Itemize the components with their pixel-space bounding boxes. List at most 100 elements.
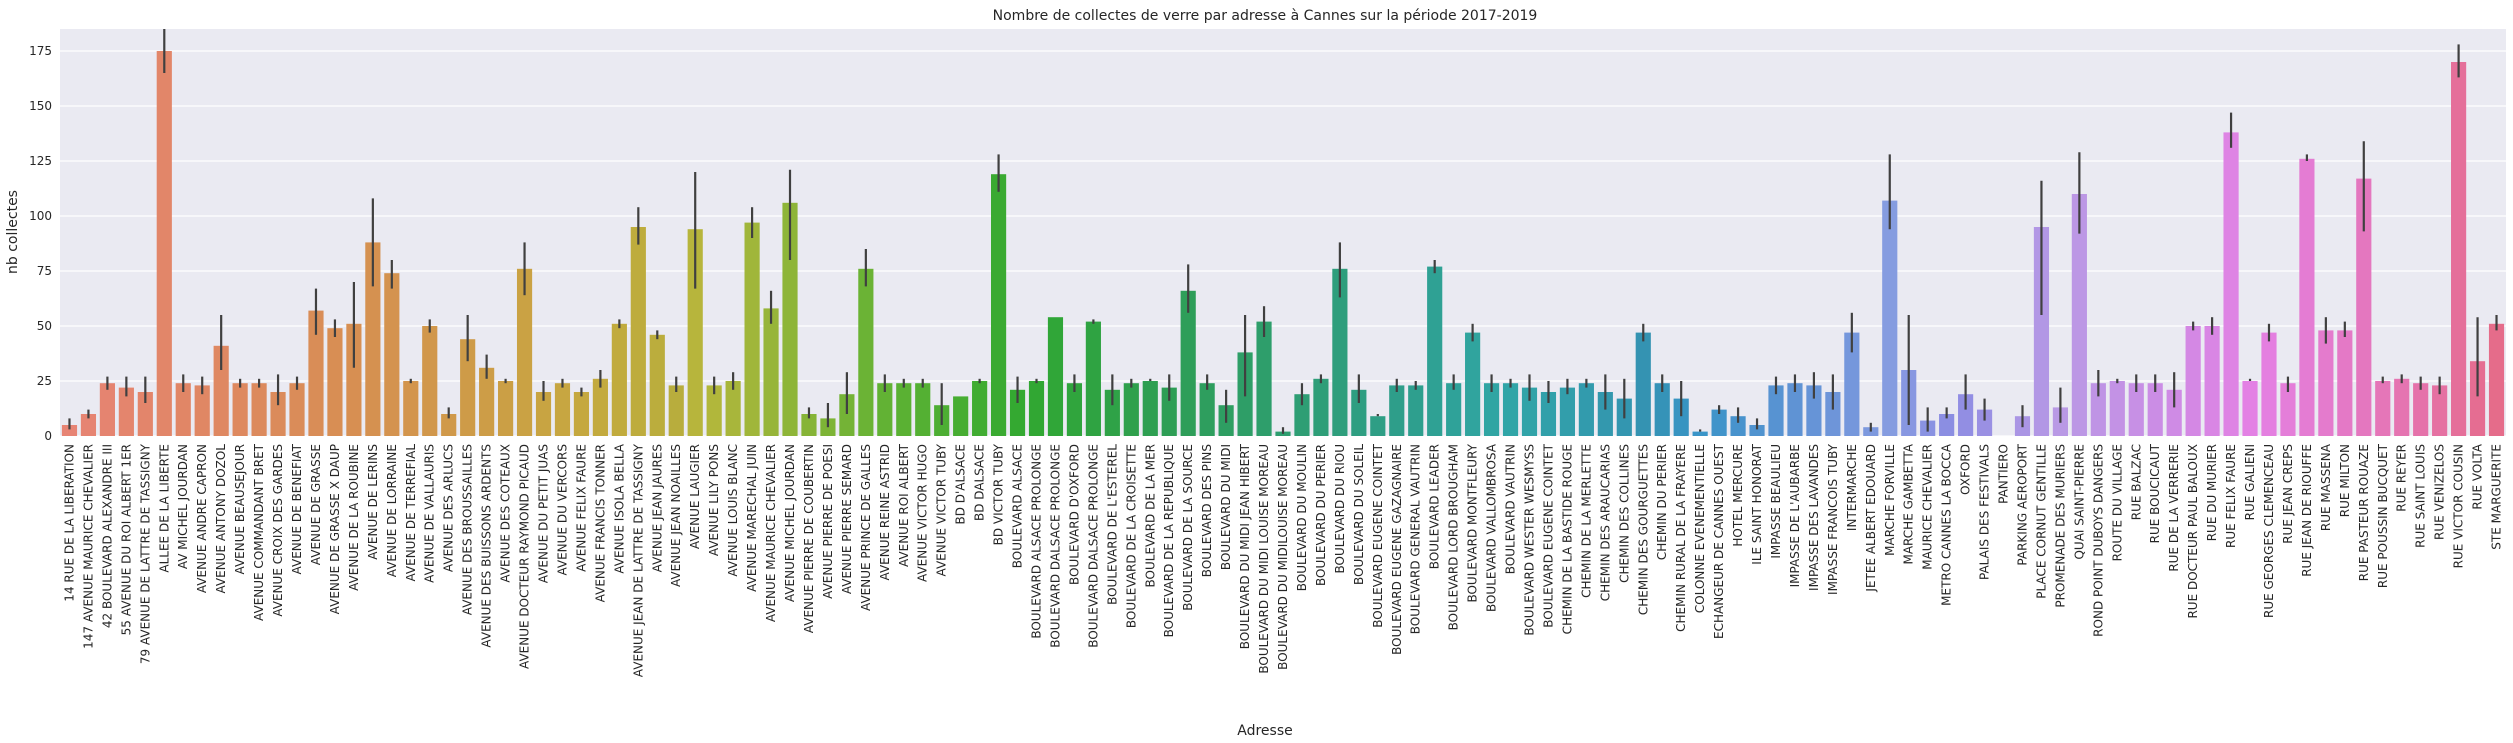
x-tick-label: AVENUE BEAUSEJOUR <box>233 444 247 575</box>
x-tick-label: AVENUE DU VERCORS <box>555 444 569 576</box>
x-tick-label: STE MARGUERITE <box>2490 444 2504 550</box>
bar <box>1028 381 1045 436</box>
bar <box>592 378 608 436</box>
x-tick-label: AVENUE PRINCE DE GALLES <box>859 444 873 611</box>
bar <box>441 414 457 436</box>
x-tick-label: AVENUE FRANCIS TONNER <box>593 444 607 602</box>
x-tick-label: MAURICE CHEVALIER <box>1921 444 1935 570</box>
y-tick-label: 100 <box>29 209 52 223</box>
x-tick-label: CHEMIN DES ARAUCARIAS <box>1598 444 1612 601</box>
bar <box>2413 383 2429 436</box>
bar <box>2280 383 2296 436</box>
x-tick-label: CHEMIN RURAL DE LA FRAYERE <box>1674 444 1688 632</box>
x-tick-label: BOULEVARD DU MOULIN <box>1295 444 1309 591</box>
bar <box>308 310 324 436</box>
x-tick-label: AVENUE DE GRASSE <box>309 444 323 565</box>
x-tick-label: BOULEVARD ALSACE PROLONGE <box>1030 444 1044 639</box>
bar <box>1483 383 1500 436</box>
x-tick-label: CHEMIN DES GOURGUETTES <box>1636 444 1650 615</box>
bar <box>1768 385 1784 436</box>
bar <box>2432 385 2448 436</box>
bar <box>1408 385 1424 436</box>
bar <box>2147 383 2163 436</box>
x-tick-label: MARCHE FORVILLE <box>1883 444 1897 556</box>
bar <box>99 383 115 436</box>
bar <box>251 383 267 436</box>
x-tick-label: AVENUE DES BUISSONS ARDENTS <box>480 444 494 648</box>
bar <box>1502 383 1519 436</box>
bar <box>498 381 514 436</box>
x-tick-label: RUE JEAN DE RIOUFFE <box>2300 444 2314 577</box>
x-tick-label: AVENUE DE LA ROUBINE <box>347 444 361 591</box>
bar <box>877 383 893 436</box>
x-tick-label: AVENUE MICHEL JOURDAN <box>783 444 797 602</box>
x-tick-label: RUE REYER <box>2395 444 2409 512</box>
bar <box>725 381 741 436</box>
bar <box>1370 416 1386 436</box>
x-tick-label: AVENUE ISOLA BELLA <box>612 443 626 573</box>
x-tick-label: BOULEVARD DU MIDI <box>1219 444 1233 570</box>
bar <box>1313 378 1329 436</box>
x-tick-label: CHEMIN DE LA BASTIDE ROUGE <box>1560 444 1574 634</box>
bar <box>2488 323 2505 436</box>
x-tick-label: JETEE ALBERT EDOUARD <box>1864 444 1878 593</box>
x-tick-label: AVENUE LAUGIER <box>688 444 702 549</box>
bar <box>1161 387 1177 436</box>
bar <box>2356 178 2372 436</box>
bar <box>649 334 665 436</box>
x-tick-label: BOULEVARD DU MIDILOUISE MOREAU <box>1276 444 1290 670</box>
x-tick-label: CHEMIN DU PERIER <box>1655 444 1669 560</box>
x-tick-label: BOULEVARD DU RIOU <box>1333 444 1347 574</box>
x-tick-label: RUE FELIX FAURE <box>2224 444 2238 548</box>
bar <box>346 323 362 436</box>
x-tick-label: AVENUE VICTOR TUBY <box>935 443 949 576</box>
bar <box>1673 398 1689 436</box>
y-tick-label: 0 <box>44 429 52 443</box>
x-tick-label: BOULEVARD DALSACE PROLONGE <box>1048 444 1062 648</box>
x-tick-label: RUE POUSSIN BUCQUET <box>2376 443 2390 588</box>
x-tick-label: OXFORD <box>1959 444 1973 495</box>
x-tick-label: AVENUE DE TERREFIAL <box>404 444 418 582</box>
bar <box>137 392 153 436</box>
x-tick-label: AVENUE MARECHAL JUIN <box>745 444 759 592</box>
y-axis-title: nb collectes <box>5 190 21 274</box>
bar <box>1597 392 1613 436</box>
bar <box>2223 132 2239 436</box>
bar <box>213 345 229 436</box>
bar <box>782 202 798 436</box>
x-tick-label: BOULEVARD VALLOMBROSA <box>1485 443 1499 612</box>
x-tick-label: MARCHE GAMBETTA <box>1902 443 1916 564</box>
x-tick-label: BOULEVARD MONTFLEURY <box>1466 443 1480 602</box>
x-tick-label: BD D'ALSACE <box>954 444 968 525</box>
x-tick-label: 147 AVENUE MAURICE CHEVALIER <box>81 444 95 649</box>
bar <box>194 385 210 436</box>
bar <box>801 414 817 436</box>
bar <box>460 339 476 436</box>
x-tick-label: AVENUE COMMANDANT BRET <box>252 443 266 621</box>
x-tick-label: RUE MILTON <box>2338 444 2352 517</box>
x-tick-label: AVENUE DE VALLAURIS <box>423 444 437 583</box>
x-tick-label: BOULEVARD DES PINS <box>1200 444 1214 577</box>
bar <box>156 51 172 436</box>
x-tick-label: BOULEVARD DE LA MER <box>1143 444 1157 587</box>
bar <box>61 425 78 436</box>
bar <box>1104 389 1120 436</box>
x-tick-label: AVENUE DE LERINS <box>366 444 380 560</box>
x-tick-label: AVENUE PIERRE SEMARD <box>840 444 854 594</box>
bar <box>1294 394 1310 436</box>
x-tick-label: RUE MASSENA <box>2319 443 2333 531</box>
bar <box>1559 387 1576 436</box>
bar <box>1825 392 1841 436</box>
bar <box>1180 290 1196 436</box>
bar <box>573 392 590 436</box>
x-tick-label: BOULEVARD LEADER <box>1428 444 1442 569</box>
x-tick-label: AVENUE DOCTEUR RAYMOND PICAUD <box>518 444 532 669</box>
bar <box>1578 383 1594 436</box>
bar <box>1711 409 1727 436</box>
x-tick-label: BOULEVARD EUGENE GAZAGNAIRE <box>1390 444 1404 655</box>
bar <box>2299 158 2315 437</box>
plot-area: 0 25 50 75 100 125 150 175 14 RUE DE LA LIBERATI… <box>29 29 2506 677</box>
bar <box>2261 332 2277 436</box>
x-tick-label: AVENUE CROIX DES GARDES <box>271 444 285 617</box>
x-tick-label: ILE SAINT HONORAT <box>1750 443 1764 564</box>
